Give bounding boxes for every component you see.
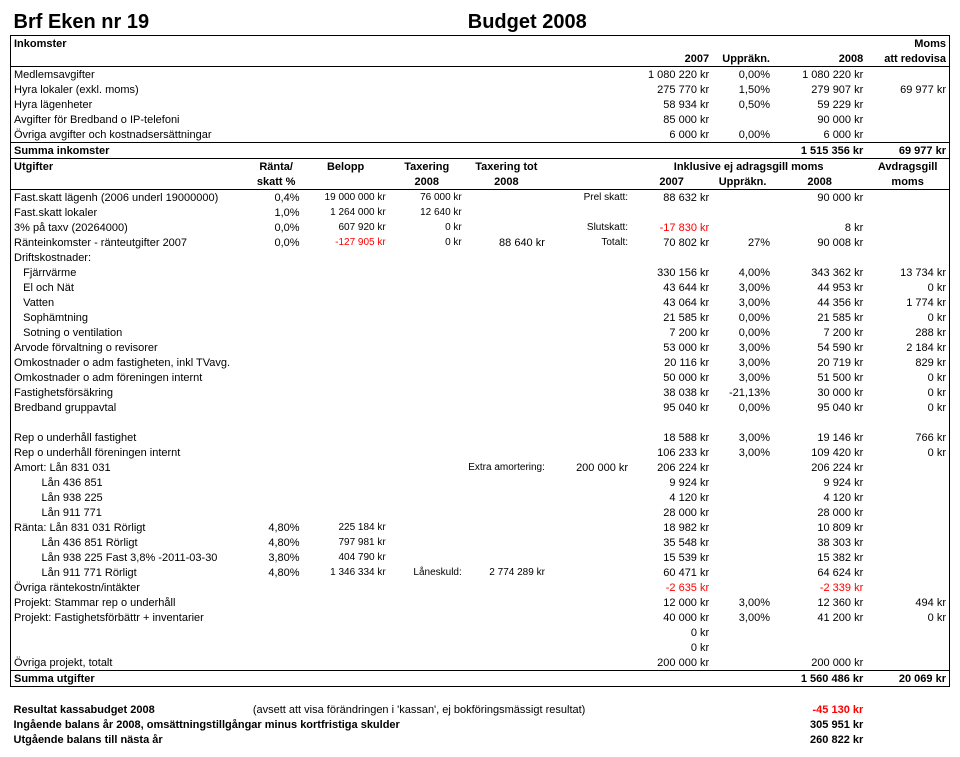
amort-row: Amort: Lån 831 031Extra amortering:200 0… bbox=[11, 460, 950, 475]
drift-row: Omkostnader o adm fastigheten, inkl TVav… bbox=[11, 355, 950, 370]
drift-row: Arvode förvaltning o revisorer53 000 kr3… bbox=[11, 340, 950, 355]
utgifter-row: Fast.skatt lokaler1,0%1 264 000 kr12 640… bbox=[11, 205, 950, 220]
inkomster-row: Hyra lokaler (exkl. moms)275 770 kr1,50%… bbox=[11, 82, 950, 97]
amort-row: Lån 938 2254 120 kr4 120 kr bbox=[11, 490, 950, 505]
drift-row: Sotning o ventilation7 200 kr0,00%7 200 … bbox=[11, 325, 950, 340]
utgaende-row: Utgående balans till nästa år 260 822 kr bbox=[11, 732, 950, 747]
proj-row: Projekt: Fastighetsförbättr + inventarie… bbox=[11, 610, 950, 625]
drift-row: Fastighetsförsäkring38 038 kr-21,13%30 0… bbox=[11, 385, 950, 400]
title-right: Budget 2008 bbox=[465, 10, 631, 36]
ovriga-rante-row: Övriga räntekostn/intäkter -2 635 kr -2 … bbox=[11, 580, 950, 595]
drift-row: Vatten43 064 kr3,00%44 356 kr1 774 kr bbox=[11, 295, 950, 310]
summa-utgifter-row: Summa utgifter 1 560 486 kr 20 069 kr bbox=[11, 671, 950, 687]
inkomster-header: Inkomster bbox=[11, 36, 250, 52]
drift-row: Sophämtning21 585 kr0,00%21 585 kr0 kr bbox=[11, 310, 950, 325]
inkomster-row: Medlemsavgifter1 080 220 kr0,00%1 080 22… bbox=[11, 67, 950, 83]
inkomster-row: Avgifter för Bredband o IP-telefoni85 00… bbox=[11, 112, 950, 127]
inkomster-row: Hyra lägenheter58 934 kr0,50%59 229 kr bbox=[11, 97, 950, 112]
utgifter-top-rows: Fast.skatt lägenh (2006 underl 19000000)… bbox=[11, 190, 950, 251]
amort-rows: Amort: Lån 831 031Extra amortering:200 0… bbox=[11, 460, 950, 520]
inkomster-row: Övriga avgifter och kostnadsersättningar… bbox=[11, 127, 950, 143]
ovriga-proj-row: Övriga projekt, totalt 200 000 kr 200 00… bbox=[11, 655, 950, 671]
utgifter-header: Utgifter bbox=[11, 159, 250, 175]
rep-row: Rep o underhåll föreningen internt106 23… bbox=[11, 445, 950, 460]
ranta-row: Lån 436 851 Rörligt4,80%797 981 kr35 548… bbox=[11, 535, 950, 550]
budget-table: Brf Eken nr 19 Budget 2008 Inkomster Mom… bbox=[10, 10, 950, 747]
drift-row: Omkostnader o adm föreningen internt50 0… bbox=[11, 370, 950, 385]
moms-header: Moms bbox=[866, 36, 949, 52]
amort-row: Lån 911 77128 000 kr28 000 kr bbox=[11, 505, 950, 520]
proj-rows: Projekt: Stammar rep o underhåll12 000 k… bbox=[11, 595, 950, 655]
ranta-row: Ränta: Lån 831 031 Rörligt4,80%225 184 k… bbox=[11, 520, 950, 535]
ranta-row: Lån 938 225 Fast 3,8% -2011-03-303,80%40… bbox=[11, 550, 950, 565]
utgifter-row: Ränteinkomster - ränteutgifter 20070,0%-… bbox=[11, 235, 950, 250]
ingaende-row: Ingående balans år 2008, omsättningstill… bbox=[11, 717, 950, 732]
amort-row: Lån 436 8519 924 kr9 924 kr bbox=[11, 475, 950, 490]
title-left: Brf Eken nr 19 bbox=[11, 10, 250, 36]
drift-row: Fjärrvärme330 156 kr4,00%343 362 kr13 73… bbox=[11, 265, 950, 280]
resultat-row: Resultat kassabudget 2008 (avsett att vi… bbox=[11, 702, 950, 717]
drift-row: Bredband gruppavtal95 040 kr0,00%95 040 … bbox=[11, 400, 950, 415]
utgifter-row: Fast.skatt lägenh (2006 underl 19000000)… bbox=[11, 190, 950, 206]
summa-inkomster-row: Summa inkomster 1 515 356 kr 69 977 kr bbox=[11, 143, 950, 159]
driftskostnader-label: Driftskostnader: bbox=[11, 250, 250, 265]
proj-row: Projekt: Stammar rep o underhåll12 000 k… bbox=[11, 595, 950, 610]
drift-rows: Fjärrvärme330 156 kr4,00%343 362 kr13 73… bbox=[11, 265, 950, 415]
proj-row: 0 kr bbox=[11, 640, 950, 655]
ranta-rows: Ränta: Lån 831 031 Rörligt4,80%225 184 k… bbox=[11, 520, 950, 580]
ranta-row: Lån 911 771 Rörligt4,80%1 346 334 krLåne… bbox=[11, 565, 950, 580]
proj-row: 0 kr bbox=[11, 625, 950, 640]
utgifter-row: 3% på taxv (20264000)0,0%607 920 kr0 krS… bbox=[11, 220, 950, 235]
drift-row: El och Nät43 644 kr3,00%44 953 kr0 kr bbox=[11, 280, 950, 295]
rep-rows: Rep o underhåll fastighet18 588 kr3,00%1… bbox=[11, 430, 950, 460]
rep-row: Rep o underhåll fastighet18 588 kr3,00%1… bbox=[11, 430, 950, 445]
inkomster-rows: Medlemsavgifter1 080 220 kr0,00%1 080 22… bbox=[11, 67, 950, 143]
